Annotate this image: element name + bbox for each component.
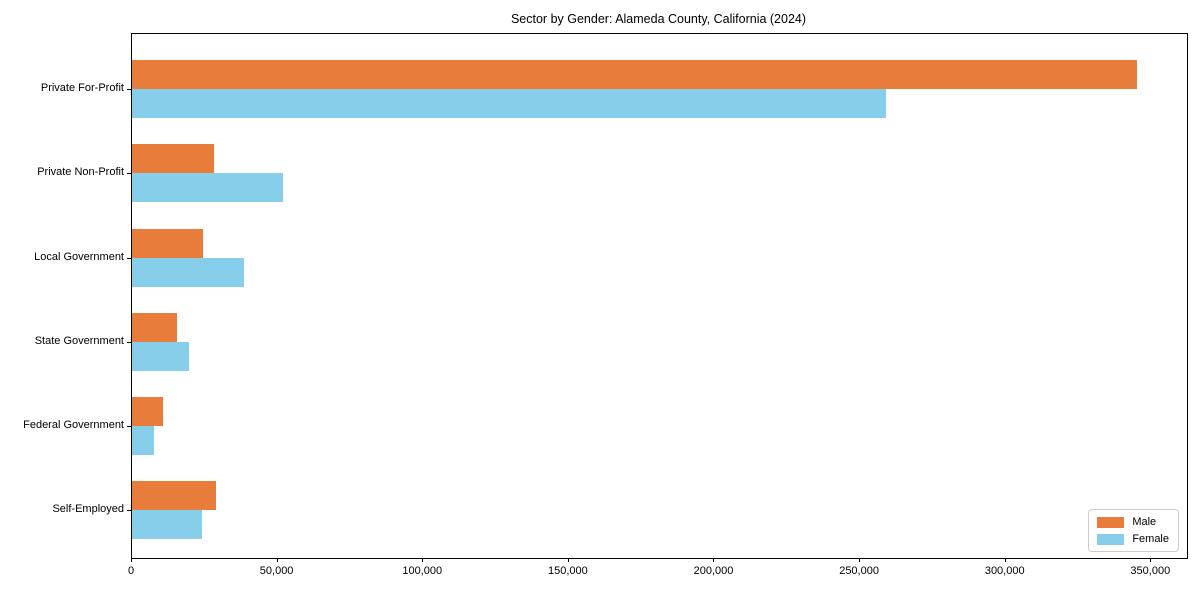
x-tick-mark-100000	[422, 558, 423, 562]
chart-title: Sector by Gender: Alameda County, Califo…	[510, 12, 807, 26]
y-tick-label-local-government: Local Government	[34, 250, 124, 263]
x-tick-mark-350000	[1150, 558, 1151, 562]
y-tick-label-private-for-profit: Private For-Profit	[40, 82, 124, 94]
bar-male-federal-government	[132, 397, 163, 426]
bar-male-local-government	[132, 228, 204, 258]
bar-male-state-government	[132, 312, 177, 342]
bar-male-private-for-profit	[132, 60, 1137, 89]
y-tick-mark-federal-government	[127, 426, 131, 427]
x-tick-label-200000: 200,000	[693, 565, 734, 577]
x-tick-label-100000: 100,000	[402, 565, 443, 577]
y-tick-mark-local-government	[127, 258, 131, 259]
legend-entry-female: Female	[1097, 533, 1169, 545]
bar-female-private-for-profit	[132, 89, 887, 118]
y-tick-mark-private-non-profit	[127, 173, 131, 174]
x-tick-label-350000: 350,000	[1130, 565, 1171, 577]
x-tick-label-50000: 50,000	[259, 565, 294, 577]
x-tick-mark-50000	[277, 558, 278, 562]
x-tick-mark-200000	[713, 558, 714, 562]
x-tick-mark-150000	[568, 558, 569, 562]
x-tick-mark-300000	[1005, 558, 1006, 562]
y-tick-mark-state-government	[127, 342, 131, 343]
x-tick-label-300000: 300,000	[984, 565, 1025, 577]
x-tick-label-250000: 250,000	[839, 565, 879, 577]
y-tick-label-private-non-profit: Private Non-Profit	[37, 166, 124, 179]
bar-female-state-government	[132, 341, 189, 371]
bar-female-local-government	[132, 257, 245, 287]
x-tick-mark-0	[131, 558, 132, 562]
y-tick-label-self-employed: Self-Employed	[52, 503, 124, 516]
bar-female-private-non-profit	[132, 173, 284, 203]
bar-female-federal-government	[132, 426, 155, 455]
bar-male-self-employed	[132, 481, 216, 511]
plot-area: Male Female	[127, 33, 1188, 559]
x-tick-label-0: 0	[127, 565, 135, 577]
x-tick-label-150000: 150,000	[547, 565, 588, 577]
y-tick-label-state-government: State Government	[34, 334, 124, 347]
bar-male-private-non-profit	[132, 144, 214, 174]
y-tick-mark-self-employed	[127, 510, 131, 511]
legend-label-female: Female	[1132, 533, 1169, 545]
x-tick-mark-250000	[859, 558, 860, 562]
male-color-swatch	[1097, 516, 1125, 528]
legend-entry-male: Male	[1097, 516, 1169, 528]
bar-female-self-employed	[132, 510, 202, 540]
y-tick-label-federal-government: Federal Government	[23, 419, 124, 431]
y-tick-mark-private-for-profit	[127, 89, 131, 90]
female-color-swatch	[1097, 533, 1125, 545]
legend: Male Female	[1088, 509, 1179, 552]
legend-label-male: Male	[1132, 516, 1157, 528]
